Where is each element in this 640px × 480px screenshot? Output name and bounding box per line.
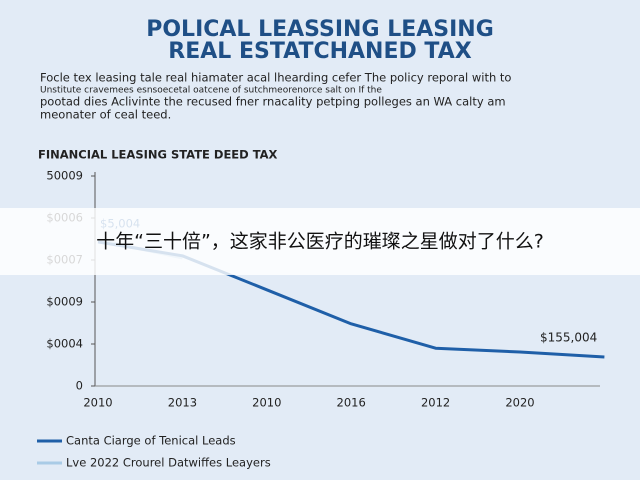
legend-label: Canta Ciarge of Tenical Leads: [66, 434, 236, 448]
x-tick-label: 2020: [505, 396, 534, 410]
paragraph-line: meonater of ceal teed.: [40, 108, 171, 122]
x-tick-label: 2010: [83, 396, 112, 410]
x-tick-label: 2016: [337, 396, 366, 410]
paragraph-line: Unstitute cravemees esnsoecetal oatcene …: [40, 86, 382, 96]
x-tick-label: 2013: [168, 396, 197, 410]
annotation: $155,004: [540, 331, 597, 345]
paragraph-line: pootad dies Aclivinte the recused fner r…: [40, 95, 506, 109]
title-line: POLICAL LEASSING LEASING: [146, 17, 494, 42]
title-line: REAL ESTATCHANED TAX: [168, 39, 471, 64]
y-tick-label: 0: [76, 379, 83, 393]
overlay-banner: [0, 208, 640, 275]
y-tick-label: 50009: [46, 169, 83, 183]
overlay-caption: 十年“三十倍”，这家非公医疗的璀璨之星做对了什么?: [96, 231, 544, 253]
x-tick-label: 2010: [252, 396, 281, 410]
x-tick-label: 2012: [421, 396, 450, 410]
chart-heading: FINANCIAL LEASING STATE DEED TAX: [38, 148, 278, 162]
y-tick-label: $0009: [46, 295, 83, 309]
paragraph-line: Focle tex leasing tale real hiamater aca…: [40, 71, 511, 85]
legend-label: Lve 2022 Crourel Datwiffes Leayers: [66, 456, 271, 470]
y-tick-label: $0004: [46, 337, 83, 351]
